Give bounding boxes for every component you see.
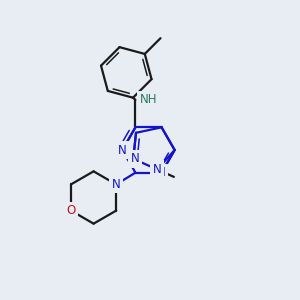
Text: O: O bbox=[66, 204, 76, 217]
Text: N: N bbox=[118, 143, 127, 157]
Text: N: N bbox=[130, 152, 139, 165]
Text: N: N bbox=[153, 163, 161, 176]
Text: NH: NH bbox=[140, 93, 158, 106]
Text: N: N bbox=[157, 166, 166, 179]
Text: N: N bbox=[112, 178, 121, 191]
